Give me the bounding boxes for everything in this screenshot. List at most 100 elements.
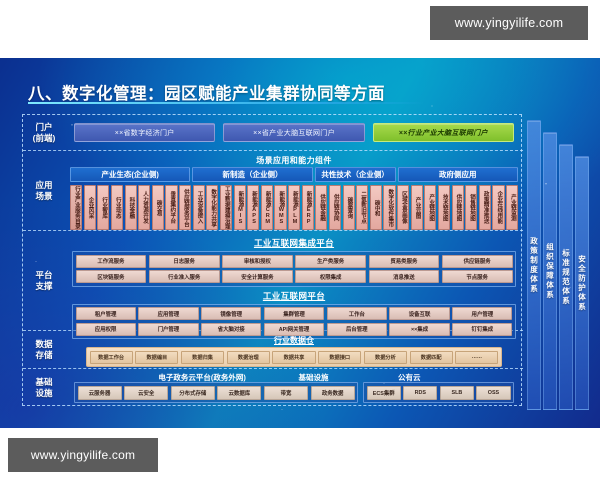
platform-cell-1-5[interactable]: 设备互联: [389, 307, 450, 320]
application-cell-3-6[interactable]: 政策精准推送: [478, 185, 491, 231]
application-cell-2-2[interactable]: 碳票查询: [342, 185, 355, 231]
data-cell-7[interactable]: 数据匹配: [409, 350, 453, 364]
application-cell-0-2[interactable]: 行业智库: [97, 185, 110, 231]
platform-cell-1-7[interactable]: 应用权限: [75, 322, 136, 336]
data-cell-3[interactable]: 数据治理: [226, 350, 270, 364]
band-label-portal-line1: 门户: [35, 121, 53, 132]
application-cell-3-3[interactable]: 技术链地图: [437, 185, 450, 231]
application-cell-0-0[interactable]: 行业产业服务目录: [70, 185, 83, 231]
platform-cell-1-13[interactable]: 钉钉集成: [452, 322, 513, 336]
application-cell-0-1[interactable]: 企业风采: [83, 185, 96, 231]
application-cell-1-0[interactable]: 工业设备接入: [192, 185, 205, 231]
data-cell-5[interactable]: 数据接口: [318, 350, 362, 364]
platform-cell-0-10[interactable]: 消息推送: [368, 270, 440, 283]
platform-cell-1-6[interactable]: 用户管理: [452, 307, 513, 320]
application-cell-2-1[interactable]: 供应链协同: [328, 185, 341, 231]
application-cell-3-5[interactable]: 销售链地图: [465, 185, 478, 231]
infrastructure-public-cell-1[interactable]: RDS: [403, 385, 438, 400]
band-label-platform-line2: 支撑: [35, 280, 53, 291]
application-cell-2-4[interactable]: 碳中和: [369, 185, 382, 231]
platform-cell-0-6[interactable]: 区块链服务: [75, 270, 147, 283]
platform-cell-0-9[interactable]: 权限集成: [295, 270, 366, 283]
application-cell-0-4[interactable]: 科技金融: [124, 185, 137, 231]
band-application: 应用 场景 场景应用和能力组件 产业生态(企业侧) 新制造（企业侧） 共性技术（企业…: [23, 151, 523, 231]
application-cell-1-2[interactable]: 工业数据建模治理: [219, 185, 232, 231]
application-cell-3-8[interactable]: 产业链监测: [506, 185, 519, 231]
application-cell-0-7[interactable]: 垂直集约平台: [165, 185, 178, 231]
governance-pillar-1: 组织保障体系: [543, 132, 557, 410]
platform-cell-1-10[interactable]: API网关管理: [263, 322, 325, 336]
application-cell-0-6[interactable]: 碳交易: [151, 185, 164, 231]
platform-cell-1-0[interactable]: 租户管理: [75, 307, 136, 320]
data-cell-4[interactable]: 数据共享: [272, 350, 316, 364]
band-label-application: 应用 场景: [23, 151, 65, 230]
application-cell-3-1[interactable]: 产业云图: [410, 185, 423, 231]
infrastructure-gov-cell-4[interactable]: 带宽: [263, 385, 309, 400]
infrastructure-gov-cell-3[interactable]: 云数据库: [217, 385, 262, 400]
application-cell-3-7[interactable]: 企业在线用能: [492, 185, 505, 231]
data-cell-8[interactable]: ……: [455, 350, 499, 364]
infrastructure-gov-cell-5[interactable]: 政务数据: [310, 385, 355, 400]
platform-cell-0-4[interactable]: 贸易类服务: [368, 254, 440, 268]
application-cell-1-3[interactable]: 新能源MIS: [233, 185, 246, 231]
application-cell-label: 新能源APS: [251, 190, 258, 225]
platform-cell-0-2[interactable]: 审核和授权: [222, 254, 293, 268]
platform-cell-1-2[interactable]: 镜像管理: [201, 307, 262, 320]
application-cell-1-1[interactable]: 数字化能力共享: [206, 185, 219, 231]
platform-cell-0-8[interactable]: 安全计算服务: [222, 270, 293, 283]
platform-cell-0-7[interactable]: 行业准入服务: [148, 270, 220, 283]
infrastructure-gov-cell-0[interactable]: 云服务器: [77, 385, 122, 400]
application-cell-label: 供应链服务平台: [182, 188, 189, 227]
application-group-header-2: 共性技术（企业侧）: [314, 167, 396, 182]
application-cell-0-8[interactable]: 供应链服务平台: [179, 185, 192, 231]
infrastructure-public-cell-2[interactable]: SLB: [439, 385, 474, 400]
infrastructure-headers: 电子政务云平台(政务外网) 基础设施 公有云: [68, 372, 520, 382]
platform-cell-1-4[interactable]: 工作台: [326, 307, 387, 320]
platform-cell-1-11[interactable]: 后台管理: [326, 322, 387, 336]
platform-cell-1-12[interactable]: ××集成: [389, 322, 450, 336]
portal-chip-1[interactable]: ××省产业大脑互联网门户: [223, 123, 365, 142]
infrastructure-public-cell-3[interactable]: OSS: [476, 385, 511, 400]
platform-cell-1-9[interactable]: 省大脑对接: [201, 322, 262, 336]
data-cell-6[interactable]: 数据分析: [363, 350, 408, 364]
platform-cell-0-1[interactable]: 日志服务: [148, 254, 220, 268]
application-cell-3-4[interactable]: 供应链地图: [451, 185, 464, 231]
platform-cell-1-8[interactable]: 门户管理: [138, 322, 199, 336]
platform-cell-0-0[interactable]: 工作流服务: [75, 254, 147, 268]
platform-cell-0-11[interactable]: 节点服务: [441, 270, 513, 283]
data-cell-0[interactable]: 数据工作台: [89, 350, 133, 364]
application-cell-0-5[interactable]: 人力资源开发: [138, 185, 151, 231]
band-portal: 门户 (前端) ××省数字经济门户 ××省产业大脑互联网门户 ××行业产业大脑互联网…: [23, 115, 523, 151]
application-cell-2-5[interactable]: 数字化软件集市: [383, 185, 396, 231]
infrastructure-header-public-cloud: 公有云: [397, 373, 421, 382]
infrastructure-public-cell-0[interactable]: ECS集群: [366, 385, 401, 400]
governance-pillars: 政策制度体系 组织保障体系 标准规范体系 安全防护体系: [527, 110, 589, 410]
application-cell-1-6[interactable]: 新能源WMS: [274, 185, 287, 231]
application-cell-2-3[interactable]: 二氧新旧节点: [356, 185, 369, 231]
application-cell-3-2[interactable]: 产业链地图: [424, 185, 437, 231]
application-cell-1-5[interactable]: 新能源CRM: [260, 185, 273, 231]
application-cell-3-0[interactable]: 区域全景画像: [397, 185, 410, 231]
portal-chip-2[interactable]: ××行业产业大脑互联网门户: [372, 123, 514, 142]
portal-chip-0[interactable]: ××省数字经济门户: [74, 123, 216, 142]
application-group-header-3: 政府侧应用: [397, 167, 518, 182]
application-cell-1-7[interactable]: 新能源PLM: [288, 185, 301, 231]
application-cell-1-4[interactable]: 新能源APS: [247, 185, 260, 231]
band-label-data-line2: 存储: [35, 349, 53, 360]
band-label-portal-line2: (前端): [32, 132, 56, 143]
data-cell-1[interactable]: 数据编目: [135, 350, 179, 364]
platform-cell-1-1[interactable]: 应用管理: [138, 307, 199, 320]
application-cell-label: 工业设备接入: [196, 191, 203, 224]
data-cell-2[interactable]: 数据归集: [180, 350, 225, 364]
application-cell-1-8[interactable]: 新能源ERP: [301, 185, 314, 231]
application-cell-2-0[interactable]: 供应链金融: [315, 185, 328, 231]
infrastructure-panel-public: ECS集群 RDS SLB OSS: [363, 382, 514, 403]
platform-cell-0-3[interactable]: 生产类服务: [295, 254, 366, 268]
application-cell-0-3[interactable]: 行业动态: [110, 185, 123, 231]
platform-cell-0-5[interactable]: 供应链服务: [441, 254, 513, 268]
governance-pillar-0: 政策制度体系: [527, 120, 541, 410]
platform-cell-1-3[interactable]: 集群管理: [263, 307, 325, 320]
infrastructure-gov-cell-2[interactable]: 分布式存储: [170, 385, 215, 400]
application-cell-label: 新能源CRM: [264, 190, 271, 225]
infrastructure-gov-cell-1[interactable]: 云安全: [124, 385, 169, 400]
